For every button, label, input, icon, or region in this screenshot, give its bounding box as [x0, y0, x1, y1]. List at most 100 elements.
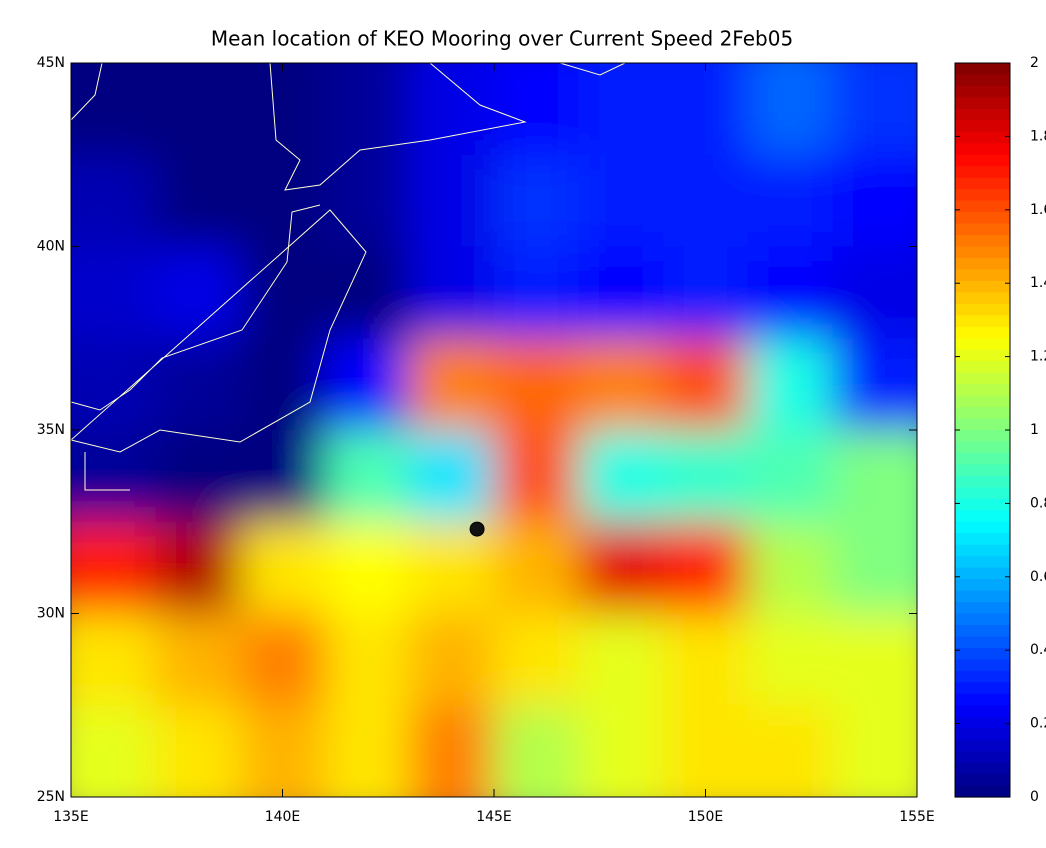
colorbar-tick-label: 1.6: [1030, 202, 1046, 218]
speed-cell: [240, 338, 326, 431]
y-tick-label: 40N: [37, 239, 65, 255]
colorbar-slice: [955, 326, 1010, 339]
colorbar-slice: [955, 407, 1010, 420]
colorbar-slice: [955, 384, 1010, 397]
speed-cell: [747, 430, 834, 523]
colorbar-slice: [955, 430, 1010, 443]
speed-cell: [663, 521, 749, 615]
speed-cell: [663, 705, 749, 797]
speed-cell: [409, 246, 495, 340]
colorbar-slice: [955, 74, 1010, 87]
speed-cell: [747, 521, 834, 615]
speed-cell: [747, 246, 834, 340]
colorbar-slice: [955, 108, 1010, 121]
colorbar-slice: [955, 177, 1010, 190]
colorbar-slice: [955, 647, 1010, 660]
speed-cell: [494, 613, 580, 707]
speed-cell: [494, 705, 580, 797]
colorbar-tick-label: 0.8: [1030, 495, 1046, 511]
speed-cell: [71, 246, 157, 340]
speed-cell: [494, 63, 580, 156]
speed-cell: [155, 338, 242, 431]
speed-cell: [240, 613, 326, 707]
speed-cell: [663, 338, 749, 431]
colorbar-slice: [955, 97, 1010, 110]
speed-cell: [663, 246, 749, 340]
speed-cell: [832, 430, 917, 523]
colorbar-slice: [955, 624, 1010, 638]
colorbar-slice: [955, 303, 1010, 316]
colorbar-tick-label: 1.4: [1030, 275, 1046, 291]
speed-cell: [324, 63, 411, 156]
colorbar-slice: [955, 544, 1010, 557]
speed-cell: [71, 521, 157, 615]
speed-cell: [832, 154, 917, 248]
coastline: [71, 63, 626, 491]
colorbar-slice: [955, 579, 1010, 592]
colorbar-slice: [955, 510, 1010, 523]
speed-cell: [71, 63, 157, 156]
colorbar-slice: [955, 682, 1010, 695]
speed-cell: [155, 154, 242, 248]
speed-cell: [409, 521, 495, 615]
colorbar-slice: [955, 521, 1010, 534]
colorbar-tick-label: 1.2: [1030, 349, 1046, 365]
mooring-marker: [469, 521, 485, 537]
speed-cell: [409, 154, 495, 248]
colorbar-slice: [955, 716, 1010, 729]
speed-cell: [155, 246, 242, 340]
colorbar-slice: [955, 315, 1010, 328]
colorbar-slice: [955, 751, 1010, 764]
speed-cell: [578, 430, 665, 523]
speed-cell: [324, 338, 411, 431]
colorbar-slice: [955, 441, 1010, 454]
speed-cell: [832, 338, 917, 431]
colorbar-slice: [955, 246, 1010, 259]
speed-cell: [578, 338, 665, 431]
speed-cell: [832, 705, 917, 797]
colorbar-slice: [955, 613, 1010, 626]
colorbar-slice: [955, 131, 1010, 144]
speed-cell: [324, 521, 411, 615]
colorbar-slice: [955, 452, 1010, 466]
speed-cell: [324, 705, 411, 797]
colorbar-slice: [955, 85, 1010, 99]
y-tick-label: 30N: [37, 606, 65, 622]
colorbar-slice: [955, 659, 1010, 672]
speed-cell: [409, 338, 495, 431]
speed-field: [71, 63, 917, 797]
speed-cell: [324, 430, 411, 523]
colorbar-slice: [955, 498, 1010, 511]
colorbar-slice: [955, 63, 1010, 76]
field-clip: [71, 63, 917, 797]
colorbar-slice: [955, 418, 1010, 431]
colorbar-slice: [955, 602, 1010, 615]
colorbar-slice: [955, 739, 1010, 752]
speed-cell: [409, 63, 495, 156]
speed-cell: [155, 521, 242, 615]
speed-cell: [409, 705, 495, 797]
speed-cell: [155, 430, 242, 523]
speed-cell: [71, 705, 157, 797]
colorbar-slice: [955, 166, 1010, 179]
speed-cell: [578, 521, 665, 615]
speed-cell: [324, 154, 411, 248]
speed-cell: [747, 705, 834, 797]
speed-cell: [240, 63, 326, 156]
colorbar-slice: [955, 475, 1010, 488]
speed-cell: [494, 246, 580, 340]
speed-cell: [832, 63, 917, 156]
speed-cell: [578, 154, 665, 248]
speed-cell: [409, 430, 495, 523]
colorbar-slice: [955, 120, 1010, 133]
speed-cell: [71, 430, 157, 523]
colorbar-tick-label: 0.2: [1030, 716, 1046, 732]
colorbar-slice: [955, 693, 1010, 706]
colorbar-tick-label: 1: [1030, 422, 1039, 438]
colorbar-tick-label: 2: [1030, 55, 1039, 71]
colorbar-slice: [955, 349, 1010, 362]
colorbar-slice: [955, 670, 1010, 683]
colorbar-slice: [955, 143, 1010, 156]
colorbar-slice: [955, 762, 1010, 775]
